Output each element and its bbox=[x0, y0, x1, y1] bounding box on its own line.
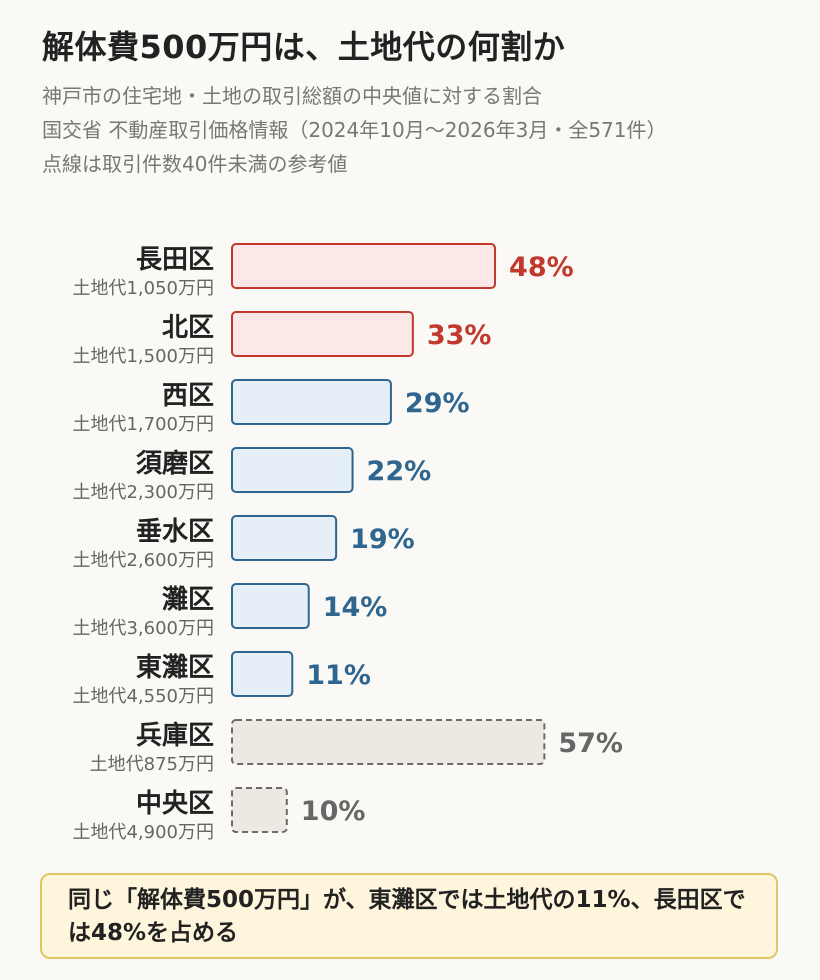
category-label: 中央区 bbox=[136, 789, 214, 819]
value-label: 10% bbox=[301, 796, 366, 827]
value-label: 33% bbox=[427, 320, 492, 351]
value-label: 29% bbox=[405, 388, 470, 419]
value-label: 14% bbox=[323, 592, 388, 623]
category-label: 東灘区 bbox=[136, 652, 214, 683]
bar bbox=[231, 515, 338, 561]
category-label: 兵庫区 bbox=[136, 721, 214, 751]
bar bbox=[231, 379, 392, 425]
chart-subtitle-note: 点線は取引件数40件未満の参考値 bbox=[42, 152, 348, 176]
value-label: 11% bbox=[306, 660, 371, 691]
chart-subtitle-source: 神戸市の住宅地・土地の取引総額の中央値に対する割合 bbox=[42, 84, 542, 108]
category-label: 須磨区 bbox=[136, 449, 214, 479]
bar bbox=[231, 583, 310, 629]
land-price-label: 土地代875万円 bbox=[90, 754, 214, 775]
land-price-label: 土地代1,700万円 bbox=[72, 414, 214, 435]
bar bbox=[231, 243, 497, 289]
category-label: 西区 bbox=[162, 381, 214, 411]
bar bbox=[231, 719, 546, 765]
bar bbox=[231, 311, 414, 357]
category-label: 灘区 bbox=[162, 584, 214, 615]
land-price-label: 土地代3,600万円 bbox=[72, 618, 214, 639]
land-price-label: 土地代4,900万円 bbox=[72, 822, 214, 843]
value-label: 57% bbox=[558, 728, 623, 759]
value-label: 19% bbox=[350, 524, 415, 555]
category-label: 北区 bbox=[162, 313, 214, 343]
value-label: 22% bbox=[367, 456, 432, 487]
chart-title: 解体費500万円は、土地代の何割か bbox=[42, 28, 566, 66]
land-price-label: 土地代2,300万円 bbox=[72, 482, 214, 503]
land-price-label: 土地代4,550万円 bbox=[72, 686, 214, 707]
bar bbox=[231, 447, 354, 493]
land-price-label: 土地代1,500万円 bbox=[72, 346, 214, 367]
category-label: 長田区 bbox=[136, 245, 214, 275]
land-price-label: 土地代1,050万円 bbox=[72, 278, 214, 299]
summary-callout-text: 同じ「解体費500万円」が、東灘区では土地代の11%、長田区では48%を占める bbox=[68, 887, 746, 946]
value-label: 48% bbox=[509, 252, 574, 283]
category-label: 垂水区 bbox=[136, 517, 214, 547]
land-price-label: 土地代2,600万円 bbox=[72, 550, 214, 571]
bar bbox=[231, 787, 288, 833]
summary-callout: 同じ「解体費500万円」が、東灘区では土地代の11%、長田区では48%を占める bbox=[40, 873, 778, 959]
chart-subtitle-period: 国交省 不動産取引価格情報（2024年10月〜2026年3月・全571件） bbox=[42, 118, 667, 142]
bar bbox=[231, 651, 294, 697]
